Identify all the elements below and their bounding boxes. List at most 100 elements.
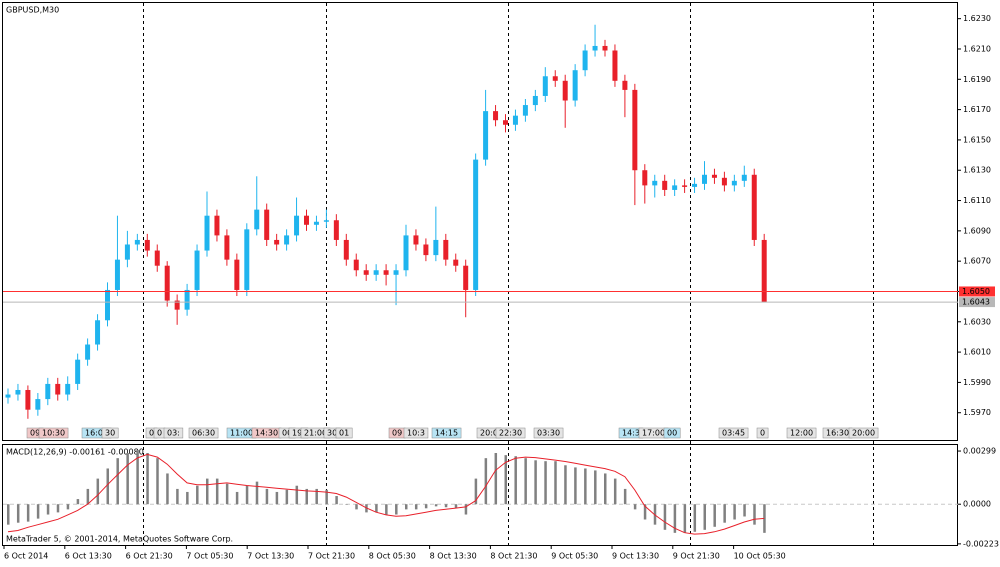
event-marker: 03:45 bbox=[718, 427, 749, 439]
event-marker: 10:3 bbox=[403, 427, 429, 439]
event-box bbox=[756, 427, 769, 439]
macd-bar bbox=[225, 483, 229, 505]
candle-body bbox=[672, 185, 678, 190]
candle-body bbox=[284, 235, 290, 245]
candle-body bbox=[124, 244, 130, 260]
macd-bar bbox=[56, 504, 60, 513]
macd-bar bbox=[7, 504, 10, 525]
event-box bbox=[335, 427, 353, 439]
macd-bar bbox=[136, 449, 139, 505]
event-label: 11:00 bbox=[230, 429, 253, 438]
candle-body bbox=[363, 270, 369, 275]
macd-bar bbox=[166, 473, 169, 505]
macd-bar bbox=[673, 504, 677, 533]
candle-body bbox=[85, 344, 91, 360]
candle-body bbox=[423, 244, 429, 256]
y-tick-label: 1.6210 bbox=[963, 44, 991, 53]
candle-body bbox=[483, 111, 489, 160]
macd-title: MACD(12,26,9) -0.00161 -0.00080 bbox=[6, 448, 144, 457]
macd-bar bbox=[713, 504, 716, 527]
macd-bar bbox=[116, 458, 119, 505]
candle-body bbox=[741, 174, 747, 181]
macd-bar bbox=[484, 458, 488, 505]
macd-bar bbox=[126, 453, 129, 505]
event-marker: 16:30 bbox=[822, 427, 853, 439]
event-marker: 12:00 bbox=[786, 427, 817, 439]
macd-bar bbox=[613, 478, 617, 505]
macd-bar bbox=[285, 489, 289, 505]
x-tick-label: 7 Oct 21:30 bbox=[308, 552, 355, 561]
candle-body bbox=[45, 383, 51, 400]
signal-line bbox=[7, 453, 765, 535]
macd-bar bbox=[564, 465, 567, 505]
x-tick-label: 8 Oct 05:30 bbox=[369, 552, 416, 561]
macd-bar bbox=[743, 504, 746, 517]
candle-body bbox=[35, 399, 41, 410]
macd-bar bbox=[215, 478, 219, 505]
macd-bar bbox=[335, 496, 338, 505]
event-label: 09 bbox=[392, 429, 402, 438]
candle-body bbox=[453, 259, 459, 266]
macd-bar bbox=[325, 489, 328, 505]
event-label: 16:30 bbox=[826, 429, 849, 438]
macd-bar bbox=[414, 504, 418, 510]
candle-body bbox=[473, 159, 479, 290]
candle-body bbox=[522, 105, 528, 116]
event-box bbox=[786, 427, 817, 439]
candle-body bbox=[721, 177, 727, 186]
candle-body bbox=[433, 239, 439, 256]
macd-bar bbox=[16, 504, 20, 523]
macd-bar bbox=[643, 504, 647, 520]
y-tick-label: 1.6010 bbox=[963, 348, 991, 357]
candle-body bbox=[114, 259, 120, 290]
price-label-box bbox=[959, 297, 995, 308]
price-panel-frame bbox=[2, 2, 958, 441]
macd-bar bbox=[405, 504, 408, 510]
candle-body bbox=[542, 76, 548, 96]
event-marker: 11:00 bbox=[226, 427, 257, 439]
event-label: 30 bbox=[105, 429, 115, 438]
event-box bbox=[663, 427, 681, 439]
macd-bar bbox=[474, 478, 478, 505]
macd-bar bbox=[305, 488, 308, 505]
macd-bar bbox=[36, 504, 40, 519]
macd-bar bbox=[444, 504, 448, 508]
day-separators bbox=[143, 3, 874, 545]
price-label: 1.6043 bbox=[962, 298, 990, 307]
event-label: 10:3 bbox=[407, 429, 425, 438]
event-label: 03:30 bbox=[537, 429, 560, 438]
event-label: 14:3 bbox=[622, 429, 640, 438]
candle-body bbox=[572, 70, 578, 101]
candle-body bbox=[443, 239, 449, 260]
event-marker: 0 bbox=[756, 427, 769, 439]
price-label: 1.6050 bbox=[962, 287, 990, 296]
candle-body bbox=[264, 209, 270, 240]
event-marker: 22:30 bbox=[495, 427, 526, 439]
candle-body bbox=[214, 215, 220, 236]
y-tick-label: 0.00299 bbox=[963, 447, 996, 456]
macd-bar bbox=[494, 453, 498, 505]
event-label: 17:00 bbox=[642, 429, 665, 438]
event-box bbox=[188, 427, 219, 439]
macd-bar bbox=[196, 485, 199, 505]
candle-body bbox=[532, 95, 538, 106]
event-marker: 06:30 bbox=[188, 427, 219, 439]
footer: MetaTrader 5, © 2001-2014, MetaQuotes So… bbox=[6, 535, 233, 544]
event-label: 14:30 bbox=[255, 429, 278, 438]
event-label: 00 bbox=[667, 429, 677, 438]
macd-bar bbox=[594, 470, 597, 505]
event-marker: 30 bbox=[101, 427, 119, 439]
macd-bar bbox=[96, 478, 100, 505]
macd-bar bbox=[554, 461, 557, 505]
event-marker: 03: bbox=[163, 427, 184, 439]
x-tick-label: 7 Oct 05:30 bbox=[186, 552, 233, 561]
event-marker: 09 bbox=[388, 427, 406, 439]
candle-body bbox=[592, 45, 598, 51]
event-marker: 03:30 bbox=[533, 427, 564, 439]
candle-body bbox=[234, 259, 240, 290]
candle-body bbox=[294, 215, 300, 236]
event-label: 10:30 bbox=[42, 429, 65, 438]
event-marker: 14:30 bbox=[251, 427, 282, 439]
event-label: 22:30 bbox=[499, 429, 522, 438]
